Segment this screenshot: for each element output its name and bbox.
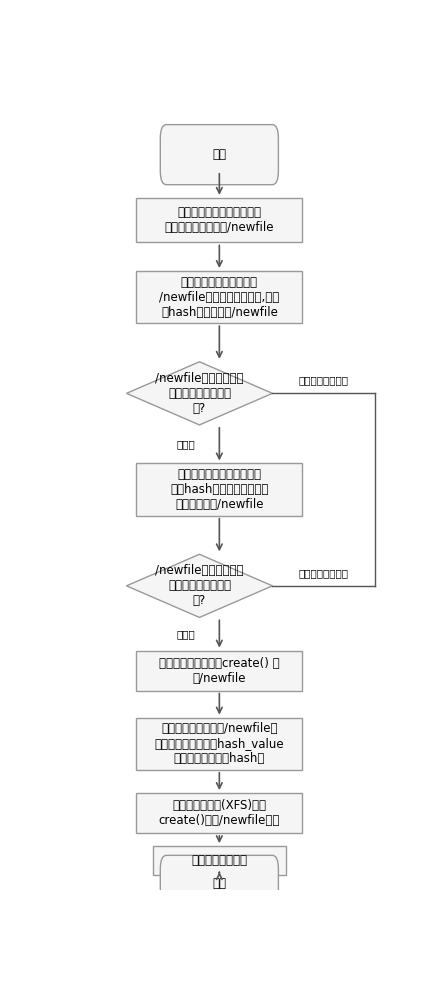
Text: 向底层文件系统(XFS)下发
create()创建/newfile文件: 向底层文件系统(XFS)下发 create()创建/newfile文件 <box>159 799 280 827</box>
Polygon shape <box>127 362 273 425</box>
Text: 结束: 结束 <box>212 877 226 890</box>
Text: 将结果返回给用户: 将结果返回给用户 <box>191 854 247 867</box>
Bar <box>137 198 302 242</box>
Text: 哈希算法根据文件名/newfile计
算出该文件的哈希值hash_value
并根据该值选择出hash卷: 哈希算法根据文件名/newfile计 算出该文件的哈希值hash_value 并… <box>155 722 284 765</box>
Bar <box>137 718 302 770</box>
Text: 文件已存在或异常: 文件已存在或异常 <box>299 568 349 578</box>
Text: 向集群文件系统下发create() 创
建/newfile: 向集群文件系统下发create() 创 建/newfile <box>159 657 279 685</box>
Bar <box>137 651 302 691</box>
Bar <box>137 271 302 323</box>
FancyBboxPatch shape <box>160 125 278 185</box>
Bar <box>137 463 302 516</box>
Bar <box>153 846 285 875</box>
Text: 开始: 开始 <box>212 148 226 161</box>
Text: /newfile是否存在或结
果是为网络断开等异
常?: /newfile是否存在或结 果是为网络断开等异 常? <box>155 564 244 607</box>
Text: 不存在: 不存在 <box>177 629 196 639</box>
Text: 分布式集群文件系统根据
/newfile文件名得到哈希值,并选
择hash卷向其查找/newfile: 分布式集群文件系统根据 /newfile文件名得到哈希值,并选 择hash卷向其… <box>159 276 279 319</box>
Text: 不存在: 不存在 <box>177 439 196 449</box>
Text: /newfile是否存在或结
果是为网络断开等异
常?: /newfile是否存在或结 果是为网络断开等异 常? <box>155 372 244 415</box>
Text: 分布式集群文件系统向集群
内除hash卷之外所有的存储
结点下发查找/newfile: 分布式集群文件系统向集群 内除hash卷之外所有的存储 结点下发查找/newfi… <box>170 468 268 511</box>
Text: 文件已存在或异常: 文件已存在或异常 <box>299 376 349 386</box>
Text: 用户要在分布式集群文件系
统中创建一个新文件/newfile: 用户要在分布式集群文件系 统中创建一个新文件/newfile <box>165 206 274 234</box>
Polygon shape <box>127 554 273 617</box>
FancyBboxPatch shape <box>160 855 278 912</box>
Bar <box>137 793 302 833</box>
